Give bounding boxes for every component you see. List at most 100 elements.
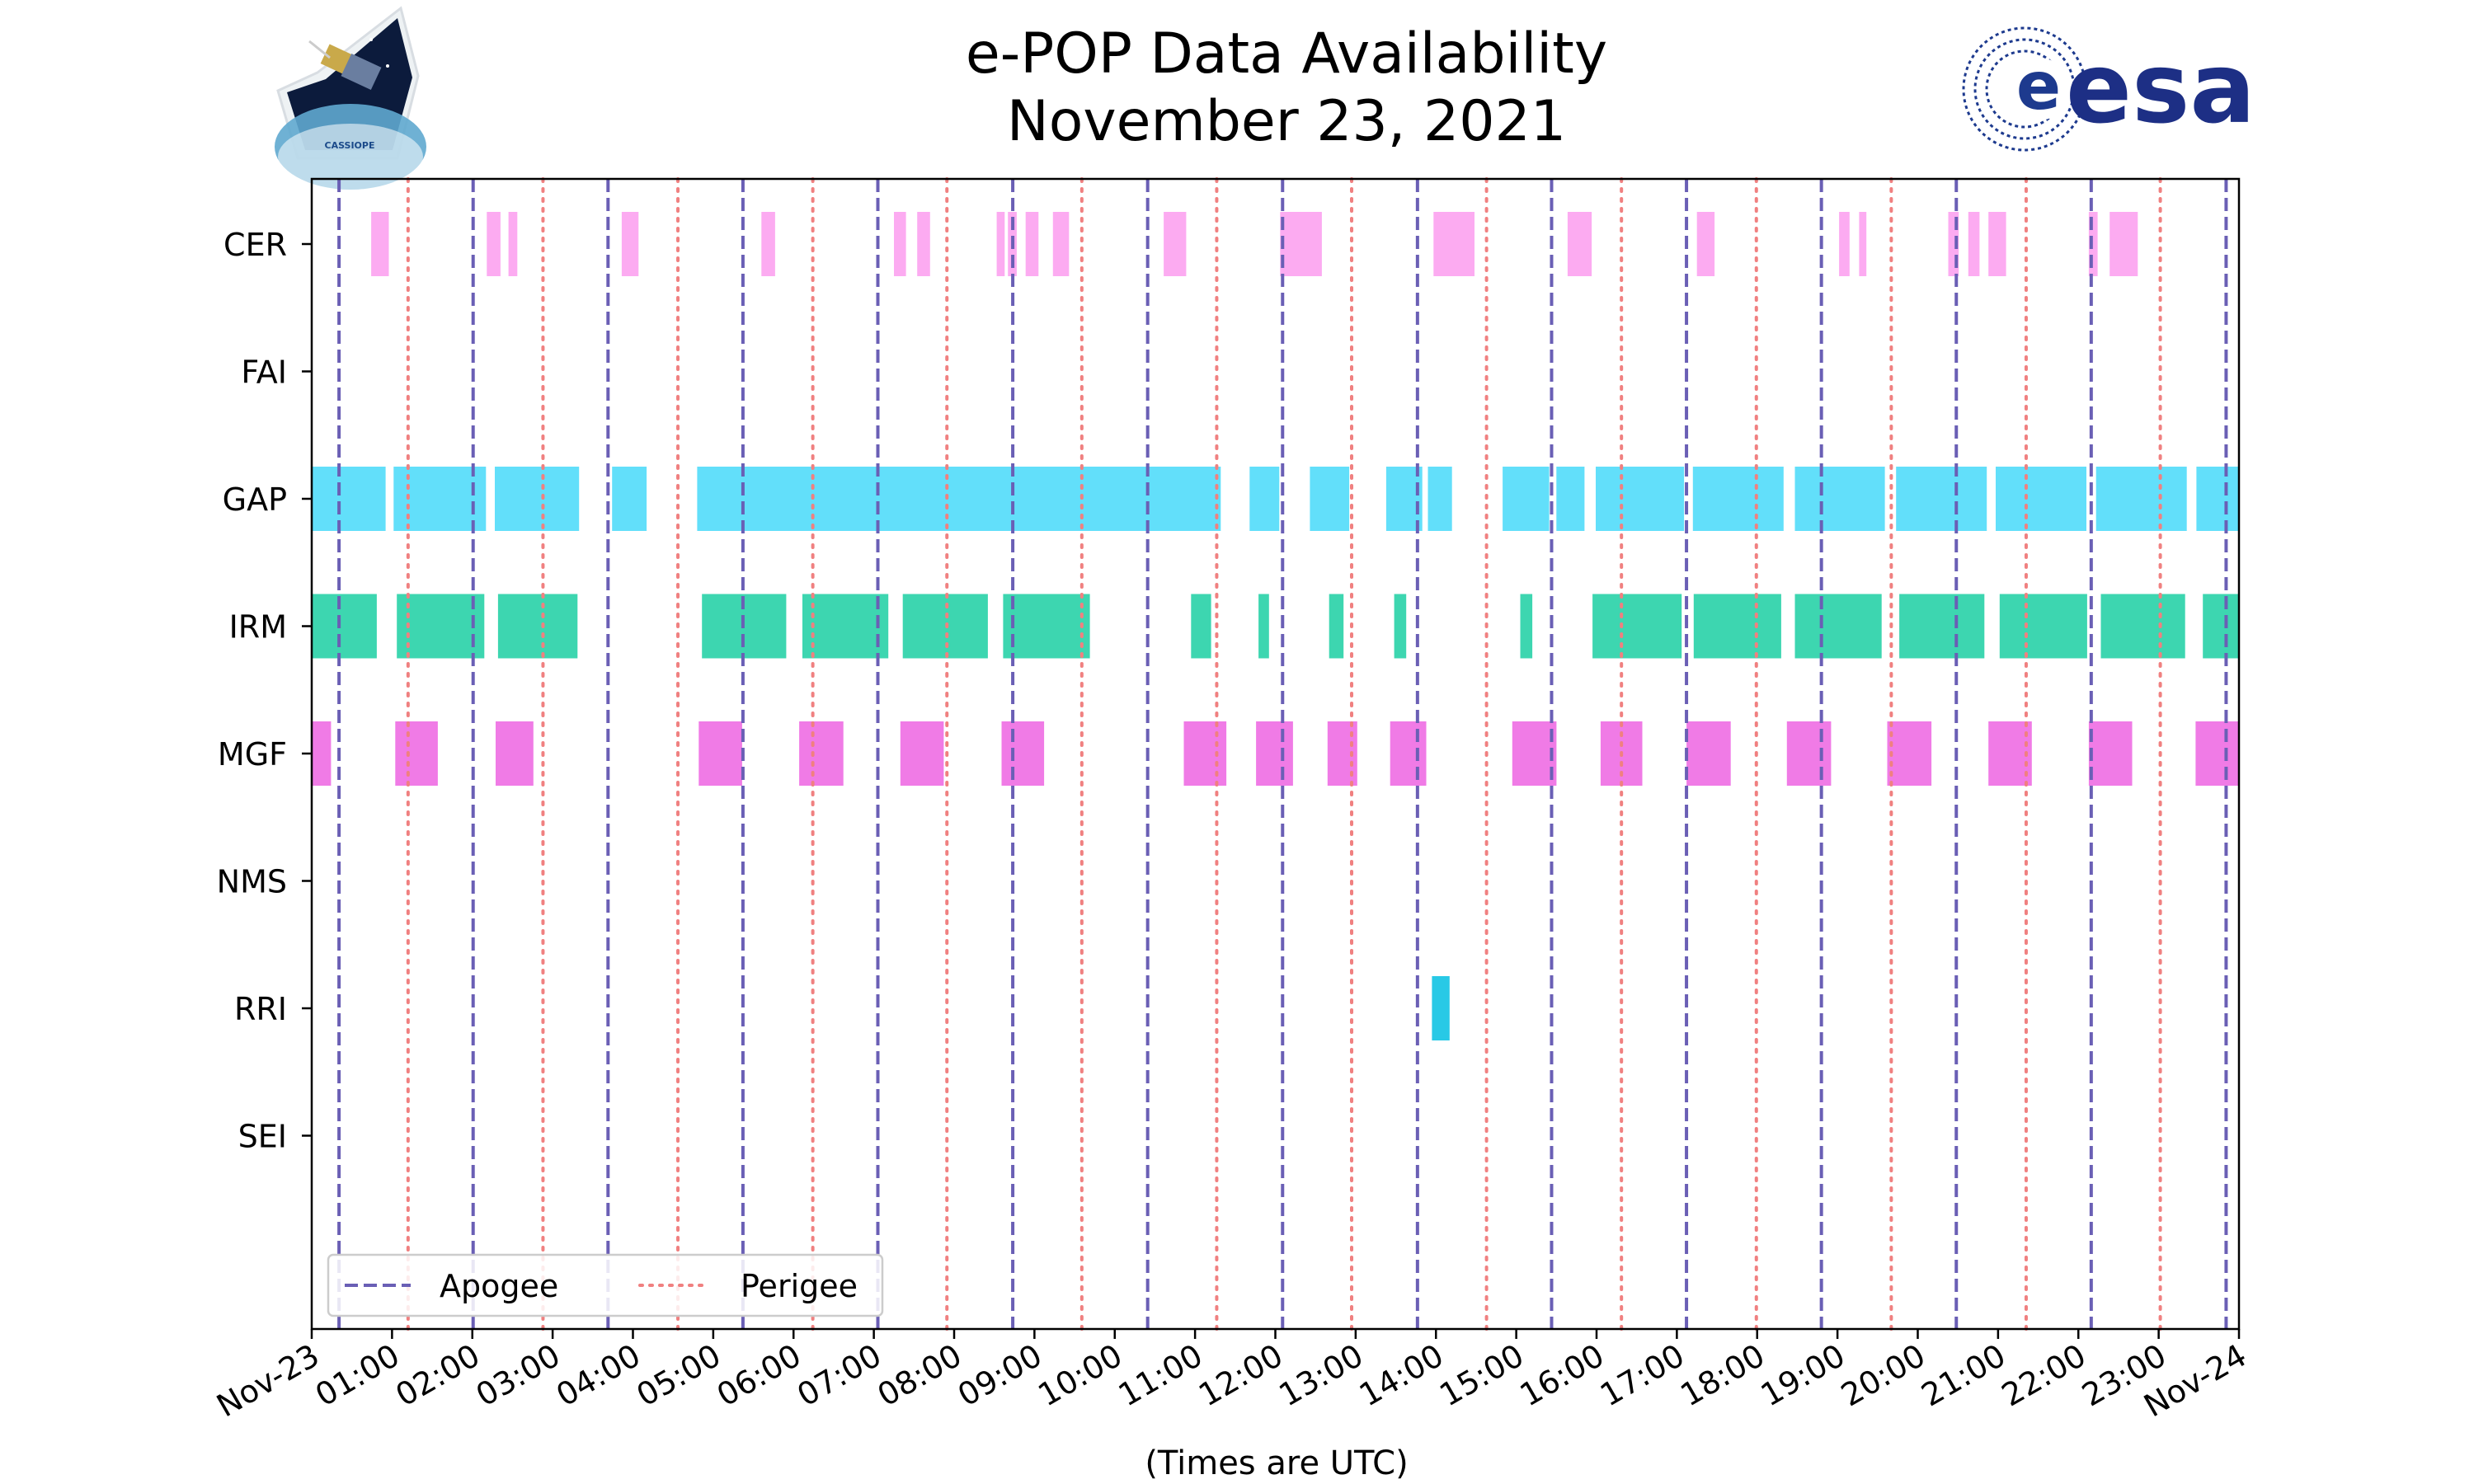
- bar-mgf: [2088, 721, 2133, 786]
- bar-irm: [1520, 594, 1533, 659]
- bar-mgf: [900, 721, 944, 786]
- cassiope-logo-label: CASSIOPE: [325, 140, 375, 151]
- x-tick-label: 12:00: [1192, 1337, 1289, 1414]
- bar-cer: [487, 212, 501, 276]
- bar-irm: [2203, 594, 2239, 659]
- bar-mgf: [1786, 721, 1832, 786]
- bar-cer: [1164, 212, 1187, 276]
- bar-gap: [612, 467, 647, 531]
- x-tick-label: 14:00: [1353, 1337, 1450, 1414]
- x-tick-label: 15:00: [1433, 1337, 1530, 1414]
- x-tick-label: 04:00: [550, 1337, 647, 1414]
- chart-title: e-POP Data Availability: [965, 21, 1608, 87]
- x-tick-label: 22:00: [1996, 1337, 2092, 1414]
- y-tick-label: MGF: [218, 736, 287, 773]
- bar-cer: [1839, 212, 1850, 276]
- bar-mgf: [1183, 721, 1227, 786]
- bar-gap: [1896, 467, 1987, 531]
- bar-gap: [2196, 467, 2239, 531]
- bar-gap: [1692, 467, 1784, 531]
- bar-mgf: [496, 721, 534, 786]
- bar-cer: [917, 212, 930, 276]
- bar-mgf: [395, 721, 438, 786]
- y-tick-label: IRM: [229, 609, 287, 646]
- bar-mgf: [1686, 721, 1731, 786]
- bar-irm: [1329, 594, 1344, 659]
- bar-cer: [2109, 212, 2138, 276]
- y-tick-label: SEI: [238, 1119, 287, 1155]
- legend-box: [327, 1253, 884, 1317]
- bar-cer: [1052, 212, 1070, 276]
- x-tick-label: 20:00: [1835, 1337, 1931, 1414]
- bar-irm: [1003, 594, 1090, 659]
- x-tick-label: 07:00: [791, 1337, 887, 1414]
- legend-perigee-label: Perigee: [741, 1268, 858, 1304]
- bar-cer: [1968, 212, 1980, 276]
- bar-gap: [1503, 467, 1550, 531]
- bar-gap: [1427, 467, 1452, 531]
- bar-gap: [1249, 467, 1280, 531]
- chart-subtitle: November 23, 2021: [1006, 89, 1567, 154]
- bar-mgf: [1001, 721, 1045, 786]
- bar-irm: [1592, 594, 1682, 659]
- x-tick-label: 05:00: [631, 1337, 727, 1414]
- x-tick-label: 06:00: [711, 1337, 807, 1414]
- bar-cer: [1696, 212, 1715, 276]
- y-tick-label: FAI: [241, 355, 287, 391]
- bar-gap: [1596, 467, 1685, 531]
- axes: CER FAI GAP IRM MGF NMS RRI SEI Nov-2301:0002:00…: [210, 177, 2253, 1425]
- x-axis-label: (Times are UTC): [1145, 1444, 1408, 1482]
- x-tick-label: 11:00: [1112, 1337, 1209, 1414]
- x-tick-label: 21:00: [1916, 1337, 2012, 1414]
- x-tick-label: 03:00: [470, 1337, 567, 1414]
- bar-cer: [2088, 212, 2098, 276]
- bar-mgf: [1512, 721, 1557, 786]
- bar-irm: [2100, 594, 2185, 659]
- bar-gap: [1556, 467, 1585, 531]
- bar-mgf: [799, 721, 844, 786]
- cassiope-logo: CASSIOPE: [275, 6, 426, 190]
- bar-cer: [1988, 212, 2006, 276]
- x-tick-label: 19:00: [1755, 1337, 1851, 1414]
- bar-cer: [508, 212, 518, 276]
- x-tick-label: 08:00: [872, 1337, 968, 1414]
- bar-cer: [894, 212, 906, 276]
- x-tick-label: 01:00: [309, 1337, 406, 1414]
- bar-mgf: [698, 721, 742, 786]
- x-tick-label: 09:00: [952, 1337, 1048, 1414]
- bar-cer: [1025, 212, 1039, 276]
- esa-logo-label: esa: [2066, 31, 2255, 145]
- y-tick-label: NMS: [217, 864, 287, 900]
- bar-irm: [1394, 594, 1407, 659]
- bar-cer: [1280, 212, 1322, 276]
- bar-irm: [1794, 594, 1882, 659]
- bar-irm: [1899, 594, 1985, 659]
- bar-gap: [312, 467, 386, 531]
- x-tick-label: Nov-23: [210, 1337, 325, 1425]
- esa-logo: e esa: [1962, 26, 2255, 152]
- x-tick-label: 10:00: [1032, 1337, 1128, 1414]
- svg-text:e: e: [2016, 48, 2061, 124]
- bar-cer: [996, 212, 1005, 276]
- legend: Apogee Perigee: [327, 1253, 884, 1317]
- bar-gap: [1794, 467, 1885, 531]
- bar-rri: [1432, 976, 1450, 1040]
- bar-mgf: [1390, 721, 1427, 786]
- bar-mgf: [312, 721, 332, 786]
- bar-mgf: [2195, 721, 2239, 786]
- bar-irm: [802, 594, 889, 659]
- bar-cer: [1859, 212, 1867, 276]
- plot-area: [312, 177, 2239, 1331]
- bar-irm: [312, 594, 377, 659]
- x-tick-label: 18:00: [1674, 1337, 1771, 1414]
- bar-cer: [371, 212, 389, 276]
- bar-cer: [1433, 212, 1475, 276]
- bar-mgf: [1887, 721, 1932, 786]
- bar-gap: [495, 467, 580, 531]
- bar-mgf: [1256, 721, 1293, 786]
- legend-apogee-label: Apogee: [440, 1268, 558, 1304]
- bar-cer: [1567, 212, 1592, 276]
- x-tick-label: 13:00: [1273, 1337, 1370, 1414]
- x-tick-label: 17:00: [1594, 1337, 1691, 1414]
